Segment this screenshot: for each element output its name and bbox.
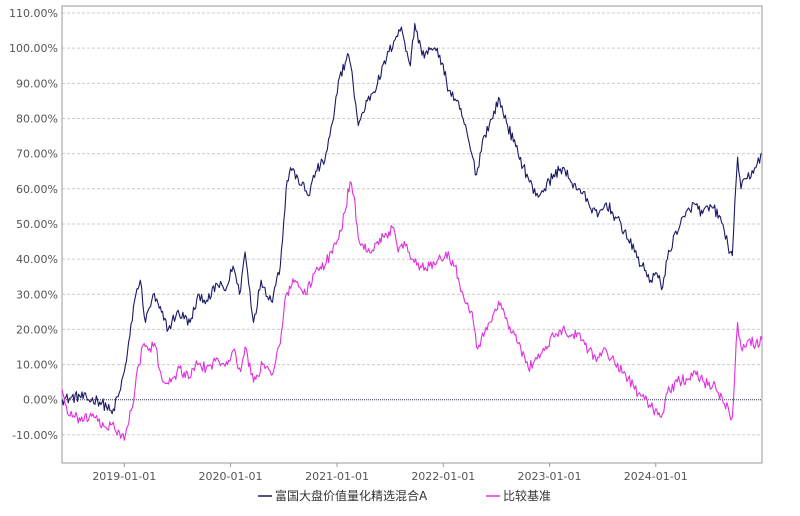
series-line-1 (61, 23, 763, 415)
y-tick-label: 110.00% (9, 7, 58, 20)
y-tick-label: -10.00% (12, 429, 58, 442)
y-tick-label: 80.00% (16, 112, 58, 125)
y-tick-label: 100.00% (9, 42, 58, 55)
y-tick-label: 40.00% (16, 253, 58, 266)
x-tick-label: 2022-01-01 (411, 470, 475, 483)
series-line-2 (61, 181, 763, 441)
x-tick-label: 2024-01-01 (624, 470, 688, 483)
y-tick-label: 20.00% (16, 323, 58, 336)
series-lines (61, 23, 763, 441)
y-tick-label: 70.00% (16, 148, 58, 161)
y-tick-label: 60.00% (16, 183, 58, 196)
x-tick-label: 2019-01-01 (92, 470, 156, 483)
x-tick-label: 2021-01-01 (305, 470, 369, 483)
x-tick-label: 2023-01-01 (518, 470, 582, 483)
y-tick-label: 0.00% (23, 394, 58, 407)
x-tick-label: 2020-01-01 (199, 470, 263, 483)
gridlines (62, 12, 762, 436)
y-tick-label: 90.00% (16, 77, 58, 90)
axes: -10.00% 0.00% 10.00% 20.00% 30.00% 40.00% 50.0… (9, 5, 763, 483)
y-tick-label: 30.00% (16, 288, 58, 301)
legend-label-1: 富国大盘价值量化精选混合A (275, 488, 428, 503)
y-tick-label: 50.00% (16, 218, 58, 231)
legend-label-2: 比较基准 (503, 488, 551, 503)
legend: 富国大盘价值量化精选混合A 比较基准 (258, 488, 551, 503)
plot-frame (61, 5, 763, 464)
y-tick-label: 10.00% (16, 359, 58, 372)
